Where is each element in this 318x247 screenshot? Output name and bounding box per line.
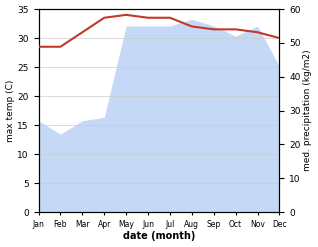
Y-axis label: med. precipitation (kg/m2): med. precipitation (kg/m2)	[303, 50, 313, 171]
Y-axis label: max temp (C): max temp (C)	[5, 79, 15, 142]
X-axis label: date (month): date (month)	[123, 231, 195, 242]
